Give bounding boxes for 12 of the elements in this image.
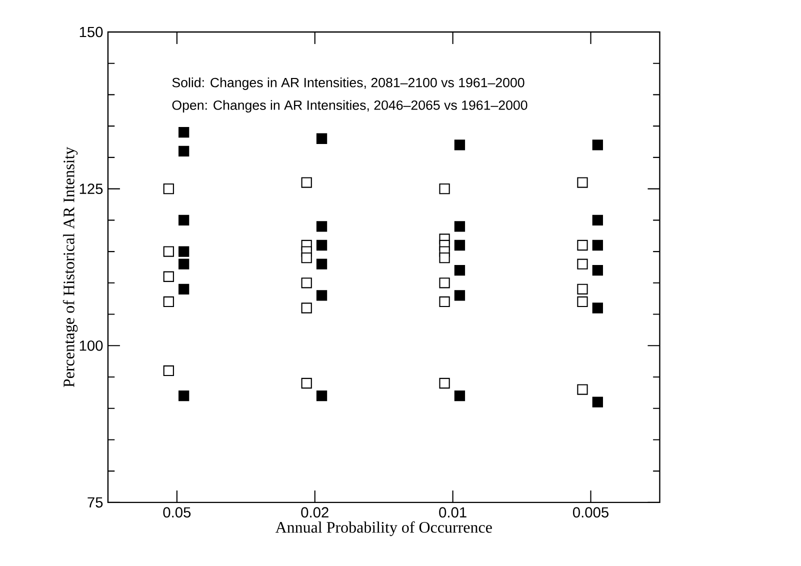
x-axis-title: Annual Probability of Occurrence (275, 521, 492, 536)
y-tick-label: 100 (80, 340, 103, 351)
annotation: Open: Changes in AR Intensities, 2046–2065 vs 1961–2000 (172, 100, 528, 112)
x-tick-label: 0.02 (301, 506, 328, 518)
y-tick-label: 125 (80, 183, 103, 194)
y-tick-label: 150 (80, 26, 103, 37)
x-tick-label: 0.005 (572, 506, 608, 518)
annotation: Solid: Changes in AR Intensities, 2081–2100 vs 1961–2000 (172, 77, 524, 90)
x-tick-label: 0.01 (439, 506, 466, 518)
y-axis-title: Percentage of Historical AR Intensity (62, 146, 78, 387)
y-tick-label: 75 (88, 497, 103, 508)
x-tick-label: 0.05 (163, 506, 191, 518)
